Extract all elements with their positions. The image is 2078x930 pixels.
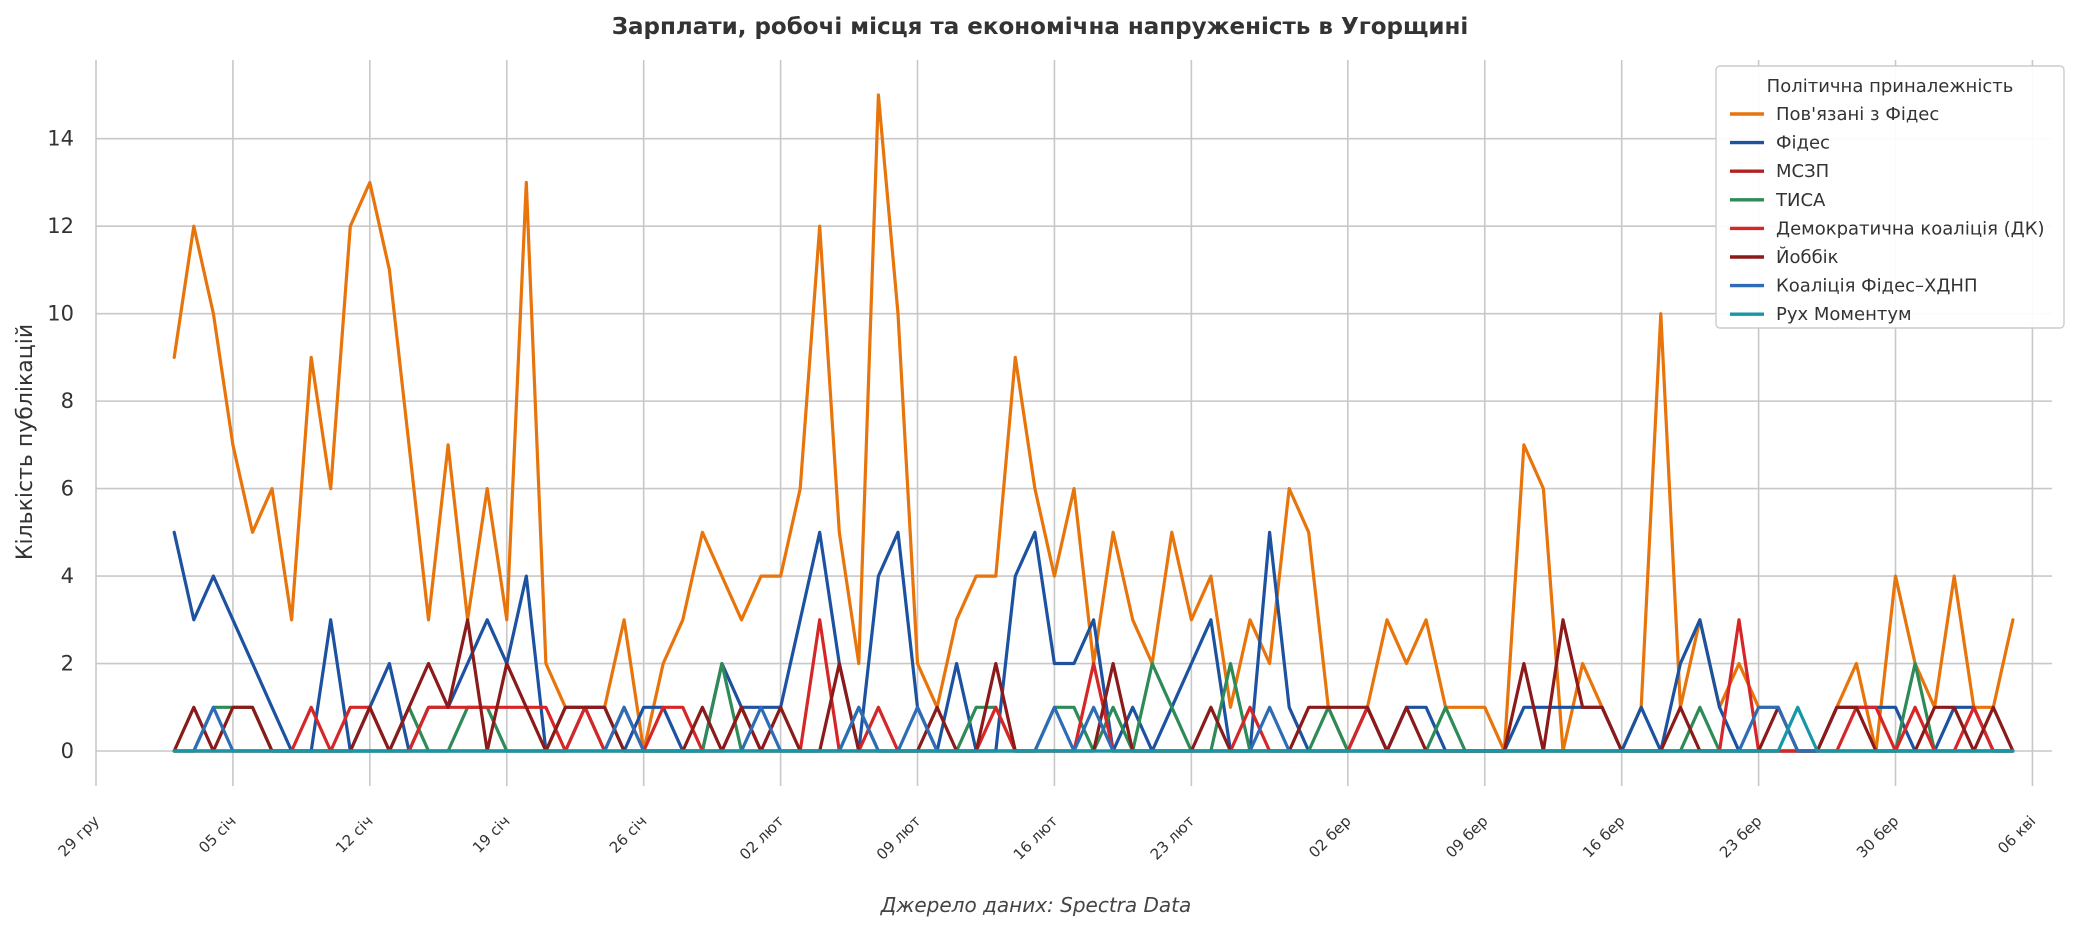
y-tick-label: 0 — [61, 739, 74, 763]
y-axis-label: Кількість публікацій — [13, 324, 38, 560]
x-tick-label: 05 січ — [195, 812, 240, 857]
series-line-4 — [172, 618, 2015, 753]
legend-label: МСЗП — [1776, 161, 1829, 182]
x-tick-label: 29 гру — [55, 812, 103, 860]
legend-label: ТИСА — [1775, 190, 1826, 211]
legend-label: Йоббік — [1776, 246, 1839, 268]
x-tick-label: 30 бер — [1853, 812, 1902, 861]
y-tick-label: 8 — [61, 389, 74, 413]
y-gridlines — [96, 137, 2052, 752]
legend: Політична приналежність Пов'язані з Фіде… — [1715, 65, 2065, 329]
legend-title: Політична приналежність — [1767, 76, 2014, 97]
x-tick-label: 19 січ — [469, 812, 514, 857]
x-tick-label: 23 лют — [1147, 812, 1199, 864]
source-note: Джерело даних: Spectra Data — [880, 893, 1192, 917]
x-tick-label: 23 бер — [1716, 812, 1765, 861]
y-tick-label: 4 — [61, 564, 74, 588]
x-tick-labels: 29 гру 05 січ 12 січ 19 січ 26 січ 02 лют 09 л… — [55, 812, 2040, 864]
x-tick-label: 16 бер — [1579, 812, 1628, 861]
series-lines — [172, 93, 2015, 753]
y-tick-label: 12 — [47, 214, 74, 238]
x-tick-label: 06 кві — [1994, 812, 2039, 857]
legend-items: Пов'язані з Фідес Фідес МСЗП ТИСА Демократич… — [1730, 104, 2045, 325]
x-tick-label: 16 лют — [1010, 812, 1062, 864]
y-tick-label: 2 — [61, 652, 74, 676]
y-tick-label: 10 — [47, 302, 74, 326]
y-tick-label: 14 — [47, 127, 74, 151]
legend-label: Пов'язані з Фідес — [1776, 104, 1939, 125]
y-tick-labels: 0 2 4 6 8 10 12 14 — [47, 127, 74, 763]
legend-box — [1715, 65, 2065, 329]
legend-label: Фідес — [1776, 133, 1830, 154]
series-line-1 — [172, 530, 2015, 753]
legend-label: Коаліція Фідес–ХДНП — [1776, 276, 1978, 297]
legend-label: Рух Моментум — [1776, 304, 1912, 325]
chart-title: Зарплати, робочі місця та економічна нап… — [612, 14, 1469, 40]
x-tick-label: 26 січ — [606, 812, 651, 857]
x-tick-label: 02 бер — [1305, 812, 1354, 861]
legend-label: Демократична коаліція (ДК) — [1776, 218, 2045, 239]
y-tick-label: 6 — [61, 477, 74, 501]
x-tick-label: 09 лют — [873, 812, 925, 864]
series-line-7 — [172, 705, 2015, 753]
x-tick-label: 02 лют — [736, 812, 788, 864]
x-tick-label: 12 січ — [332, 812, 377, 857]
x-tick-label: 09 бер — [1442, 812, 1491, 861]
